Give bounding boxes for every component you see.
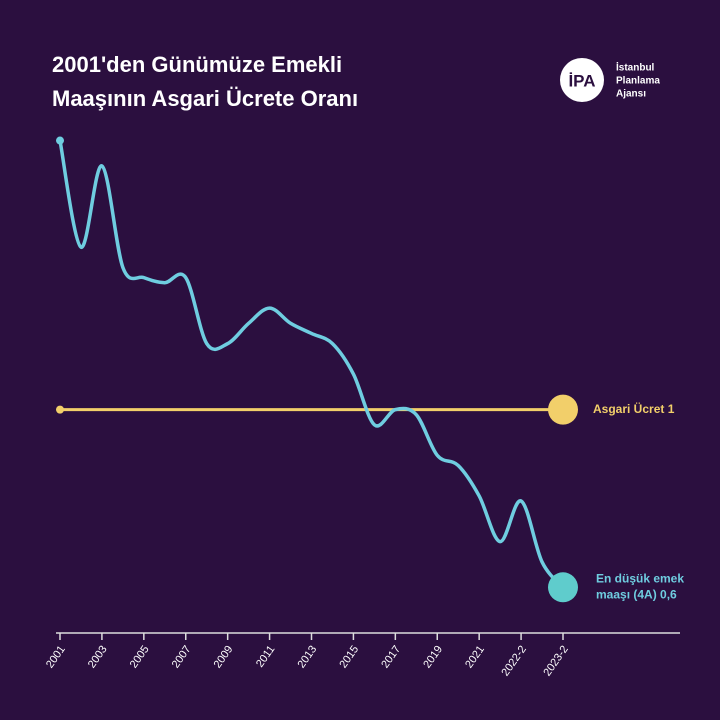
end-label: maaşı (4A) 0,6 <box>596 587 677 601</box>
logo: İPA İstanbul Planlama Ajansı <box>560 58 660 102</box>
chart-title: Maaşının Asgari Ücrete Oranı <box>52 86 358 111</box>
logo-mark: İPA <box>568 71 595 90</box>
reference-end <box>548 394 578 425</box>
logo-text: Planlama <box>616 76 660 87</box>
logo-text: Ajansı <box>616 89 646 100</box>
reference-label: Asgari Ücret 1 <box>593 401 675 416</box>
logo-text: İstanbul <box>616 61 655 74</box>
logo-shape <box>560 58 604 102</box>
end-label: En düşük emek <box>596 571 684 585</box>
chart-title: 2001'den Günümüze Emekli <box>52 52 342 77</box>
start-dot <box>56 136 64 145</box>
series-line <box>58 138 565 590</box>
end-marker <box>548 572 578 603</box>
reference-start <box>56 405 64 414</box>
